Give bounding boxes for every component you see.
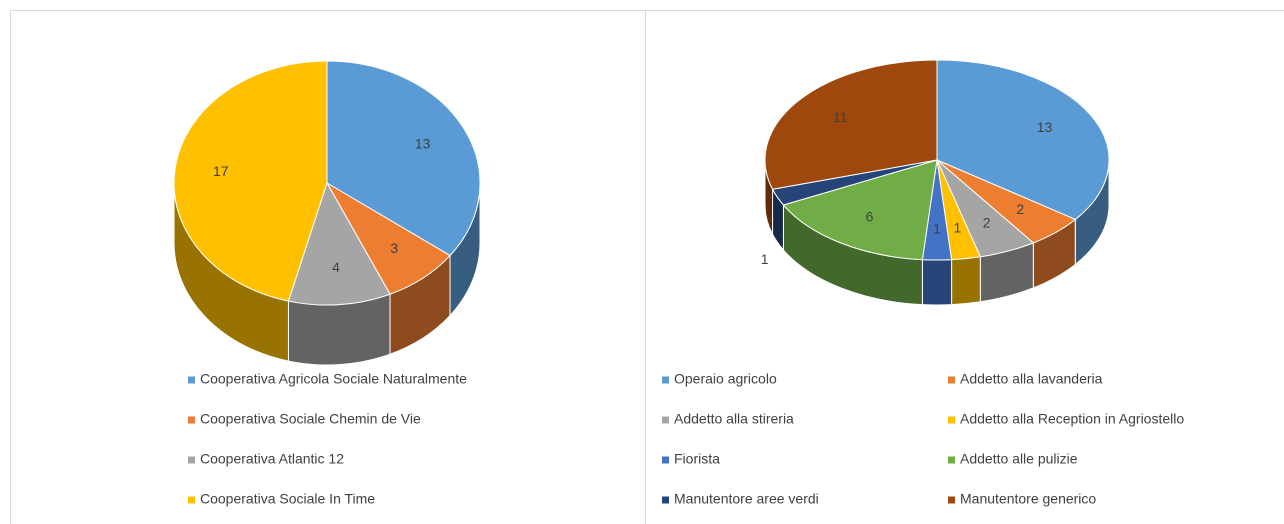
pie-slice (936, 59, 1110, 221)
legend-label: Cooperativa Sociale Chemin de Vie (200, 411, 421, 427)
data-label: 1 (761, 251, 769, 267)
pie-slice (326, 60, 481, 257)
legend-label: Operaio agricolo (674, 371, 777, 387)
legend-swatch (948, 416, 955, 424)
pie-slice (782, 159, 938, 261)
data-label: 3 (390, 240, 398, 256)
data-label: 4 (332, 259, 340, 275)
pie-slice (173, 60, 328, 302)
legend-label: Manutentore generico (960, 491, 1096, 507)
data-label: 13 (415, 135, 431, 151)
legend-label: Addetto alla lavanderia (960, 371, 1103, 387)
data-label: 1 (933, 221, 941, 237)
legend-swatch (662, 416, 669, 424)
legend-label: Cooperativa Sociale In Time (200, 491, 375, 507)
legend-swatch (662, 496, 669, 504)
legend-swatch (188, 416, 195, 424)
legend-label: Cooperativa Atlantic 12 (200, 451, 344, 467)
legend-label: Fiorista (674, 451, 720, 467)
legend-swatch (948, 376, 955, 384)
legend-label: Addetto alla stireria (674, 411, 794, 427)
pie-slice (287, 181, 391, 306)
data-label: 6 (866, 209, 874, 225)
pie-slice-side (921, 259, 953, 306)
pie-slice (764, 59, 938, 190)
data-label: 1 (953, 220, 961, 236)
data-label: 13 (1037, 119, 1053, 135)
legend-swatch (662, 376, 669, 384)
data-label: 17 (213, 163, 229, 179)
data-label: 11 (833, 109, 848, 125)
data-label: 2 (983, 214, 991, 230)
legend-swatch (948, 496, 955, 504)
legend-label: Addetto alla Reception in Agriostello (960, 411, 1184, 427)
legend-label: Addetto alle pulizie (960, 451, 1078, 467)
legend-swatch (662, 456, 669, 464)
legend-swatch (188, 456, 195, 464)
legend-label: Manutentore aree verdi (674, 491, 819, 507)
data-label: 2 (1016, 201, 1024, 217)
legend-swatch (188, 496, 195, 504)
pie-slice-side (951, 256, 981, 306)
legend-swatch (188, 376, 195, 384)
legend-label: Cooperativa Agricola Sociale Naturalment… (200, 371, 467, 387)
panel-left (10, 10, 646, 524)
legend-swatch (948, 456, 955, 464)
